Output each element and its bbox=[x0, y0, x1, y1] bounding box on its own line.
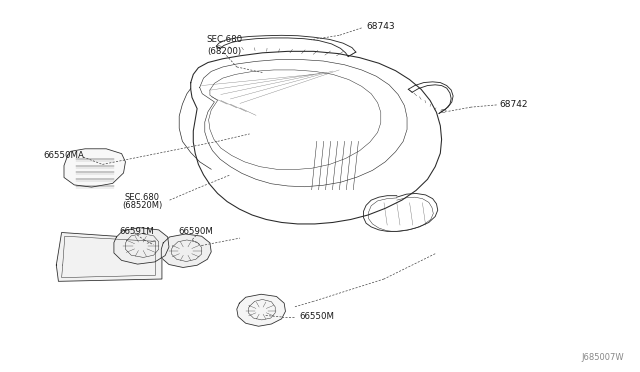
Text: 68743: 68743 bbox=[366, 22, 395, 31]
Text: J685007W: J685007W bbox=[581, 353, 624, 362]
Text: (68520M): (68520M) bbox=[122, 201, 162, 210]
Text: 66550MA: 66550MA bbox=[44, 151, 84, 160]
Text: SEC.680: SEC.680 bbox=[125, 193, 159, 202]
Polygon shape bbox=[56, 232, 162, 281]
Text: 66591M: 66591M bbox=[119, 227, 154, 236]
Text: (68200): (68200) bbox=[207, 47, 241, 56]
Text: SEC.680: SEC.680 bbox=[206, 35, 242, 44]
Polygon shape bbox=[237, 294, 285, 326]
Polygon shape bbox=[114, 228, 169, 264]
Text: 68742: 68742 bbox=[499, 100, 528, 109]
Text: 66550M: 66550M bbox=[300, 312, 335, 321]
Polygon shape bbox=[64, 149, 125, 187]
Text: 66590M: 66590M bbox=[178, 227, 212, 236]
Polygon shape bbox=[161, 234, 211, 267]
